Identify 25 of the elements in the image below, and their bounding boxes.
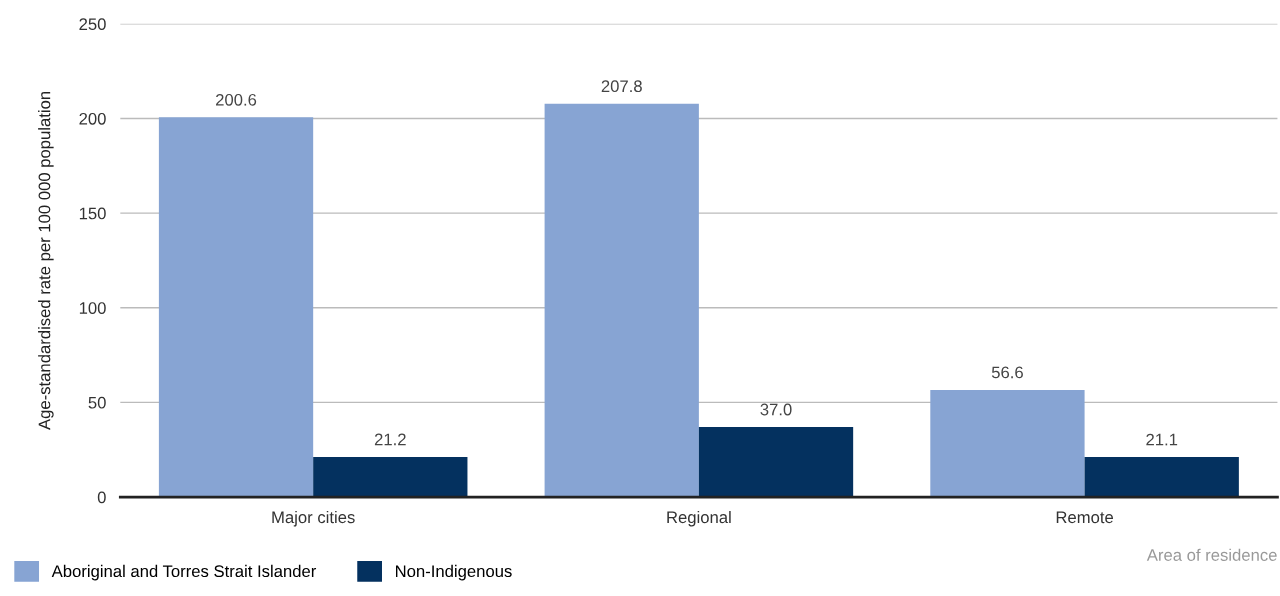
x-tick-label: Major cities [272,510,355,527]
data-label: 200.6 [216,93,257,106]
x-axis-title: Area of residence [1146,548,1277,561]
legend-label: Non-Indigenous [396,564,512,581]
y-axis-title: Age-standardised rate per 100 000 population [38,91,54,430]
y-tick-label: 0 [97,491,106,504]
x-tick-label: Regional [667,510,731,527]
bar [544,103,699,498]
data-label: 21.2 [374,433,406,446]
bar [930,389,1085,498]
data-label: 56.6 [991,366,1023,379]
data-label: 207.8 [601,80,642,93]
bar [158,117,314,498]
y-tick-label: 200 [79,112,106,125]
data-label: 37.0 [760,403,792,416]
bar [698,427,854,498]
x-tick-label: Remote [1056,511,1114,524]
data-label: 21.1 [1146,433,1178,446]
legend-label: Aboriginal and Torres Strait Islander [51,564,317,581]
y-tick-label: 250 [79,18,106,31]
y-tick-label: 50 [88,396,106,409]
bar [1084,457,1239,498]
y-tick-label: 100 [79,302,106,314]
bar [313,456,468,498]
y-tick-label: 150 [79,207,106,220]
